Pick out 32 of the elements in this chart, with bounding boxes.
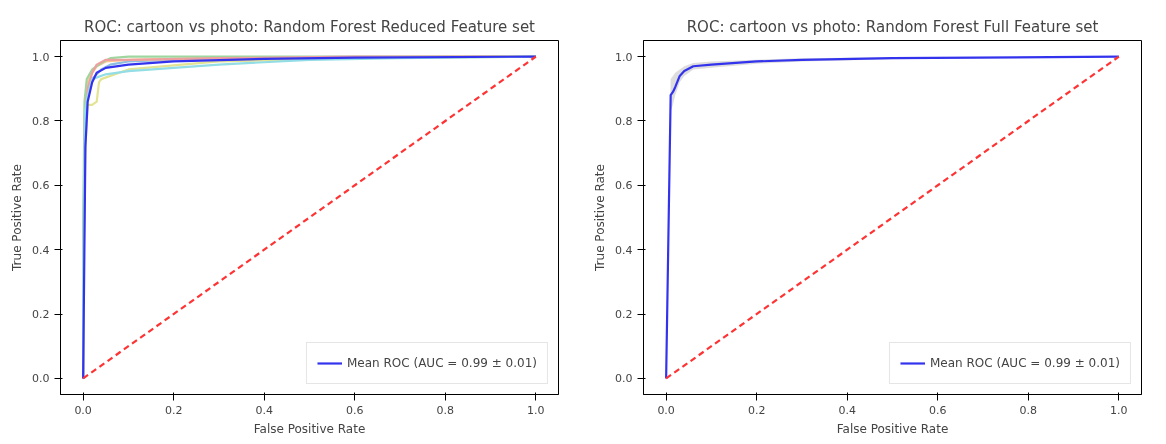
x-axis-title: False Positive Rate	[836, 421, 949, 436]
x-tick-label: 0.4	[838, 403, 856, 417]
y-tick-label: 0.4	[32, 243, 50, 257]
y-axis-title: True Positive Rate	[593, 164, 608, 272]
x-tick-label: 0.4	[255, 403, 273, 417]
y-tick-label: 0.2	[32, 308, 50, 322]
y-tick-label: 0.4	[615, 243, 633, 257]
y-tick-label: 0.8	[615, 114, 633, 128]
y-tick-label: 0.2	[615, 308, 633, 322]
y-tick-label: 0.0	[32, 372, 50, 386]
x-tick-label: 0.2	[164, 403, 183, 417]
x-tick-label: 0.8	[1019, 403, 1038, 417]
x-tick-label: 0.0	[74, 403, 92, 417]
y-tick-label: 0.8	[32, 114, 50, 128]
x-tick-label: 0.0	[657, 403, 675, 417]
x-tick-label: 1.0	[527, 403, 545, 417]
y-tick-label: 0.0	[615, 372, 633, 386]
x-tick-label: 0.8	[436, 403, 455, 417]
x-tick-label: 0.6	[929, 403, 947, 417]
y-axis-title: True Positive Rate	[10, 164, 25, 272]
y-tick-label: 1.0	[32, 50, 50, 64]
x-axis-title: False Positive Rate	[253, 421, 366, 436]
y-tick-label: 0.6	[615, 179, 633, 193]
x-tick-label: 0.2	[747, 403, 766, 417]
x-tick-label: 0.6	[346, 403, 364, 417]
y-tick-label: 0.6	[32, 179, 50, 193]
legend-label: Mean ROC (AUC = 0.99 ± 0.01)	[346, 356, 537, 370]
y-tick-label: 1.0	[615, 50, 633, 64]
legend-label: Mean ROC (AUC = 0.99 ± 0.01)	[929, 356, 1120, 370]
x-tick-label: 1.0	[1110, 403, 1128, 417]
chart-title: ROC: cartoon vs photo: Random Forest Reduced Feature set	[84, 17, 536, 36]
chart-title: ROC: cartoon vs photo: Random Forest Full Feature set	[686, 17, 1099, 36]
